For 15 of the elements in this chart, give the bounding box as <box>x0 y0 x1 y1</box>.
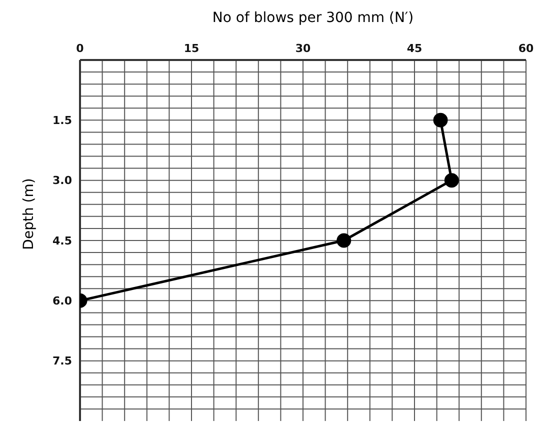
y-tick-label: 7.5 <box>52 354 72 368</box>
y-axis-title: Depth (m) <box>21 177 37 252</box>
y-tick-label: 1.5 <box>52 114 72 128</box>
y-tick-label: 3.0 <box>52 174 72 188</box>
x-tick-label: 45 <box>406 42 422 55</box>
point <box>433 112 448 128</box>
x-axis-title: No of blows per 300 mm (N′) <box>211 10 415 26</box>
x-tick-label: 0 <box>76 42 84 55</box>
x-tick-label: 60 <box>518 42 534 55</box>
point <box>444 173 459 188</box>
y-tick-label: 4.5 <box>52 234 72 248</box>
x-tick-label: 30 <box>295 42 311 55</box>
point <box>336 233 352 248</box>
x-tick-label: 15 <box>184 42 200 55</box>
y-tick-label: 6.0 <box>52 294 72 308</box>
